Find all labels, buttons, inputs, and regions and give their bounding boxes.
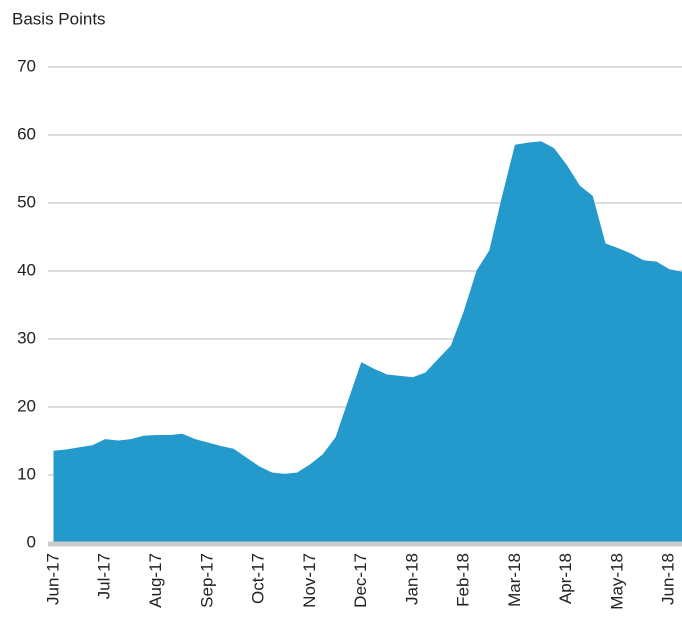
y-tick-label: 0 (27, 532, 36, 551)
x-tick-label: Aug-17 (146, 553, 165, 608)
x-tick-label: Jun-18 (659, 553, 678, 605)
x-tick-label: Dec-17 (351, 553, 370, 608)
x-tick-label: Mar-18 (505, 553, 524, 607)
x-tick-label: Jan-18 (402, 553, 421, 605)
x-tick-label: Feb-18 (454, 553, 473, 607)
x-tick-label: Oct-17 (249, 553, 268, 604)
area (53, 141, 682, 544)
y-tick-label: 50 (17, 192, 36, 211)
x-tick-label: Jun-17 (43, 553, 62, 605)
y-tick-label: 20 (17, 396, 36, 415)
y-tick-label: 70 (17, 56, 36, 75)
y-tick-label: 40 (17, 260, 36, 279)
x-tick-label: Sep-17 (197, 553, 216, 608)
y-tick-label: 10 (17, 464, 36, 483)
x-tick-label: Nov-17 (300, 553, 319, 608)
y-tick-label: 60 (17, 124, 36, 143)
y-tick-label: 30 (17, 328, 36, 347)
x-tick-label: Apr-18 (556, 553, 575, 604)
x-tick-label: May-18 (607, 553, 626, 610)
x-tick-label: Jul-17 (95, 553, 114, 599)
y-axis-label: Basis Points (12, 9, 106, 28)
